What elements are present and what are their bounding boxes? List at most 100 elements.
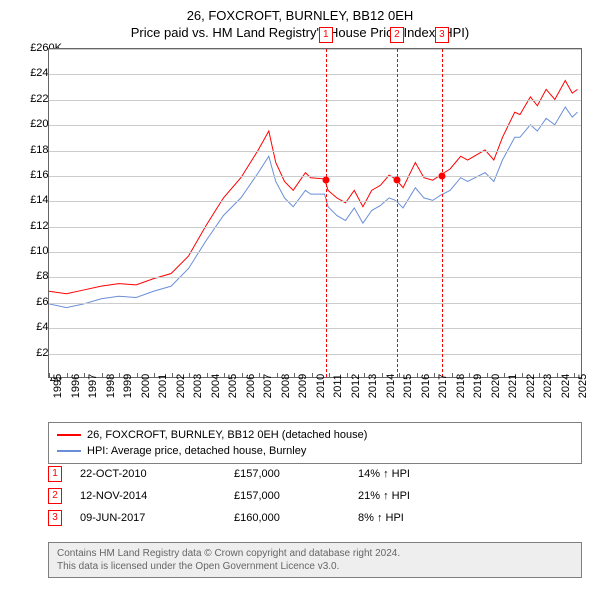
x-axis-label: 2012 xyxy=(350,374,362,398)
x-axis-label: 2019 xyxy=(472,374,484,398)
gridline-h xyxy=(49,176,581,177)
x-axis-label: 2011 xyxy=(332,374,344,398)
sale-event-price: £160,000 xyxy=(234,512,354,524)
series-price-paid xyxy=(49,81,578,294)
sale-marker: 2 xyxy=(390,27,404,43)
gridline-h xyxy=(49,277,581,278)
x-tick xyxy=(522,373,523,378)
sale-event-delta: 14% ↑ HPI xyxy=(358,468,478,480)
x-tick xyxy=(49,373,50,378)
attribution-box: Contains HM Land Registry data © Crown c… xyxy=(48,542,582,578)
x-tick xyxy=(172,373,173,378)
x-tick xyxy=(224,373,225,378)
gridline-h xyxy=(49,100,581,101)
sale-reference-line xyxy=(442,49,443,377)
sale-dot xyxy=(393,176,400,183)
gridline-h xyxy=(49,354,581,355)
price-chart: 123 xyxy=(48,48,582,378)
sale-reference-line xyxy=(397,49,398,377)
x-tick xyxy=(487,373,488,378)
gridline-h xyxy=(49,252,581,253)
gridline-h xyxy=(49,74,581,75)
x-axis-label: 2025 xyxy=(577,374,589,398)
x-tick xyxy=(329,373,330,378)
attribution-line-1: Contains HM Land Registry data © Crown c… xyxy=(57,547,573,560)
x-tick xyxy=(504,373,505,378)
gridline-h xyxy=(49,49,581,50)
x-tick xyxy=(469,373,470,378)
sale-event-marker: 3 xyxy=(48,510,62,526)
x-axis-label: 2004 xyxy=(210,374,222,398)
gridline-h xyxy=(49,125,581,126)
x-axis-label: 1996 xyxy=(70,374,82,398)
x-tick xyxy=(417,373,418,378)
x-tick xyxy=(154,373,155,378)
x-axis-label: 2006 xyxy=(245,374,257,398)
x-axis-label: 2010 xyxy=(315,374,327,398)
x-axis-label: 2001 xyxy=(157,374,169,398)
x-axis-label: 2003 xyxy=(192,374,204,398)
x-tick xyxy=(294,373,295,378)
sale-event-marker: 1 xyxy=(48,466,62,482)
x-axis-label: 2007 xyxy=(262,374,274,398)
x-axis-label: 2024 xyxy=(560,374,572,398)
sale-event-row: 1 22-OCT-2010 £157,000 14% ↑ HPI xyxy=(48,466,582,482)
x-axis-label: 2002 xyxy=(175,374,187,398)
x-axis-labels: 1995199619971998199920002001200220032004… xyxy=(48,380,582,420)
sale-event-price: £157,000 xyxy=(234,490,354,502)
x-tick xyxy=(434,373,435,378)
sale-event-marker: 2 xyxy=(48,488,62,504)
sale-event-date: 12-NOV-2014 xyxy=(80,490,230,502)
x-tick xyxy=(539,373,540,378)
x-tick xyxy=(312,373,313,378)
sale-event-row: 2 12-NOV-2014 £157,000 21% ↑ HPI xyxy=(48,488,582,504)
x-tick xyxy=(259,373,260,378)
x-axis-label: 2000 xyxy=(140,374,152,398)
x-tick xyxy=(347,373,348,378)
legend-item: HPI: Average price, detached house, Burn… xyxy=(57,443,573,459)
chart-legend: 26, FOXCROFT, BURNLEY, BB12 0EH (detache… xyxy=(48,422,582,464)
x-axis-label: 2016 xyxy=(420,374,432,398)
x-axis-label: 2013 xyxy=(367,374,379,398)
page: 26, FOXCROFT, BURNLEY, BB12 0EH Price pa… xyxy=(0,0,600,590)
x-axis-label: 2005 xyxy=(227,374,239,398)
sale-dot xyxy=(322,176,329,183)
x-tick xyxy=(84,373,85,378)
sale-event-delta: 21% ↑ HPI xyxy=(358,490,478,502)
x-tick xyxy=(382,373,383,378)
legend-label: HPI: Average price, detached house, Burn… xyxy=(87,443,306,459)
page-subtitle: Price paid vs. HM Land Registry's House … xyxy=(0,23,600,40)
gridline-h xyxy=(49,328,581,329)
x-axis-label: 2009 xyxy=(297,374,309,398)
x-tick xyxy=(452,373,453,378)
x-axis-label: 2017 xyxy=(437,374,449,398)
x-tick xyxy=(574,373,575,378)
sale-reference-line xyxy=(326,49,327,377)
x-tick xyxy=(119,373,120,378)
legend-swatch xyxy=(57,450,81,452)
legend-swatch xyxy=(57,434,81,436)
x-axis-label: 2014 xyxy=(385,374,397,398)
gridline-h xyxy=(49,201,581,202)
sale-event-price: £157,000 xyxy=(234,468,354,480)
x-axis-label: 2022 xyxy=(525,374,537,398)
gridline-h xyxy=(49,303,581,304)
legend-item: 26, FOXCROFT, BURNLEY, BB12 0EH (detache… xyxy=(57,427,573,443)
x-tick xyxy=(102,373,103,378)
x-tick xyxy=(207,373,208,378)
gridline-h xyxy=(49,227,581,228)
page-title: 26, FOXCROFT, BURNLEY, BB12 0EH xyxy=(0,0,600,23)
sale-events-table: 1 22-OCT-2010 £157,000 14% ↑ HPI 2 12-NOV-201… xyxy=(48,466,582,532)
sale-event-date: 09-JUN-2017 xyxy=(80,512,230,524)
x-tick xyxy=(242,373,243,378)
x-tick xyxy=(189,373,190,378)
x-tick xyxy=(399,373,400,378)
x-axis-label: 1998 xyxy=(105,374,117,398)
x-axis-label: 1995 xyxy=(52,374,64,398)
sale-marker: 1 xyxy=(319,27,333,43)
sale-event-date: 22-OCT-2010 xyxy=(80,468,230,480)
x-axis-label: 2020 xyxy=(490,374,502,398)
legend-label: 26, FOXCROFT, BURNLEY, BB12 0EH (detache… xyxy=(87,427,367,443)
x-axis-label: 2018 xyxy=(455,374,467,398)
sale-dot xyxy=(438,172,445,179)
